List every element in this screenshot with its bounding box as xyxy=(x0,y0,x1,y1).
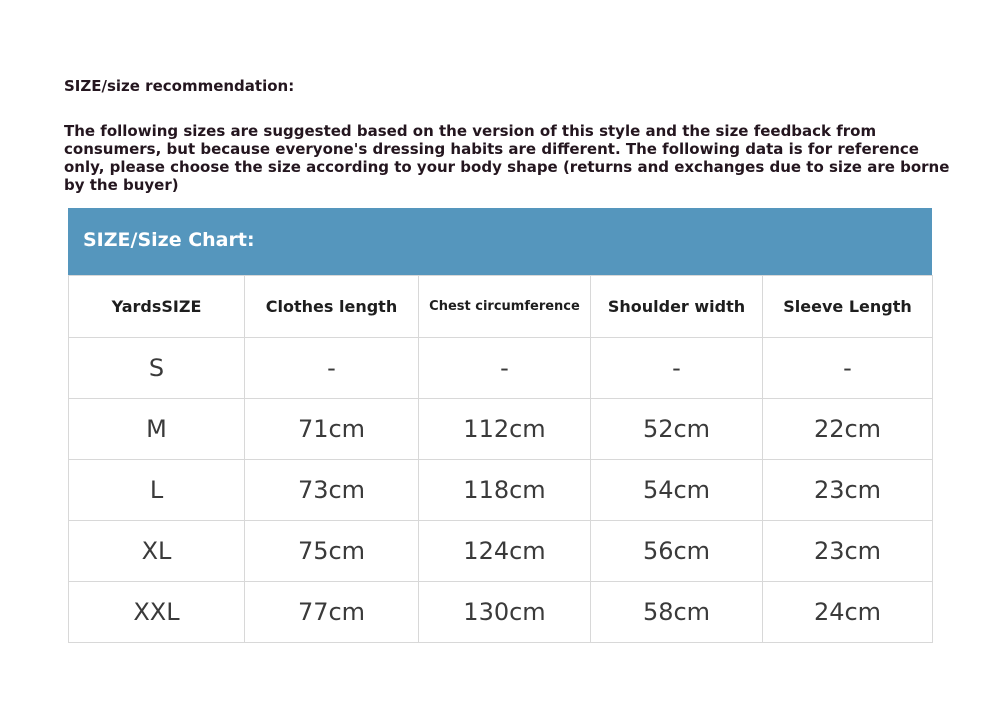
table-cell: 52cm xyxy=(590,398,763,460)
table-cell: 23cm xyxy=(762,520,933,582)
column-header-row: YardsSIZE Clothes length Chest circumfer… xyxy=(68,275,933,338)
table-cell: 130cm xyxy=(418,581,591,643)
table-cell: 77cm xyxy=(244,581,419,643)
table-cell: - xyxy=(244,337,419,399)
table-cell: 73cm xyxy=(244,459,419,521)
table-cell: 22cm xyxy=(762,398,933,460)
column-header: YardsSIZE xyxy=(68,275,245,338)
size-note: The following sizes are suggested based … xyxy=(64,122,950,194)
table-cell: 124cm xyxy=(418,520,591,582)
table-cell: XL xyxy=(68,520,245,582)
table-row: M 71cm 112cm 52cm 22cm xyxy=(68,398,933,460)
table-cell: 75cm xyxy=(244,520,419,582)
size-chart-header: SIZE/Size Chart: xyxy=(68,208,932,275)
size-chart: SIZE/Size Chart: YardsSIZE Clothes lengt… xyxy=(68,208,933,643)
table-cell: 58cm xyxy=(590,581,763,643)
table-cell: - xyxy=(762,337,933,399)
table-cell: M xyxy=(68,398,245,460)
section-title: SIZE/size recommendation: xyxy=(64,77,295,95)
table-cell: 118cm xyxy=(418,459,591,521)
column-header: Shoulder width xyxy=(590,275,763,338)
column-header: Sleeve Length xyxy=(762,275,933,338)
table-cell: 56cm xyxy=(590,520,763,582)
table-row: L 73cm 118cm 54cm 23cm xyxy=(68,459,933,521)
table-cell: 112cm xyxy=(418,398,591,460)
table-cell: - xyxy=(418,337,591,399)
table-row: S---- xyxy=(68,337,933,399)
table-cell: S xyxy=(68,337,245,399)
table-cell: - xyxy=(590,337,763,399)
size-table: YardsSIZE Clothes length Chest circumfer… xyxy=(68,275,933,643)
table-cell: 54cm xyxy=(590,459,763,521)
column-header: Clothes length xyxy=(244,275,419,338)
table-cell: XXL xyxy=(68,581,245,643)
table-row: XL 75cm 124cm 56cm 23cm xyxy=(68,520,933,582)
column-header: Chest circumference xyxy=(418,275,591,338)
table-cell: 71cm xyxy=(244,398,419,460)
table-cell: L xyxy=(68,459,245,521)
table-row: XXL 77cm 130cm 58cm 24cm xyxy=(68,581,933,643)
table-cell: 24cm xyxy=(762,581,933,643)
table-cell: 23cm xyxy=(762,459,933,521)
